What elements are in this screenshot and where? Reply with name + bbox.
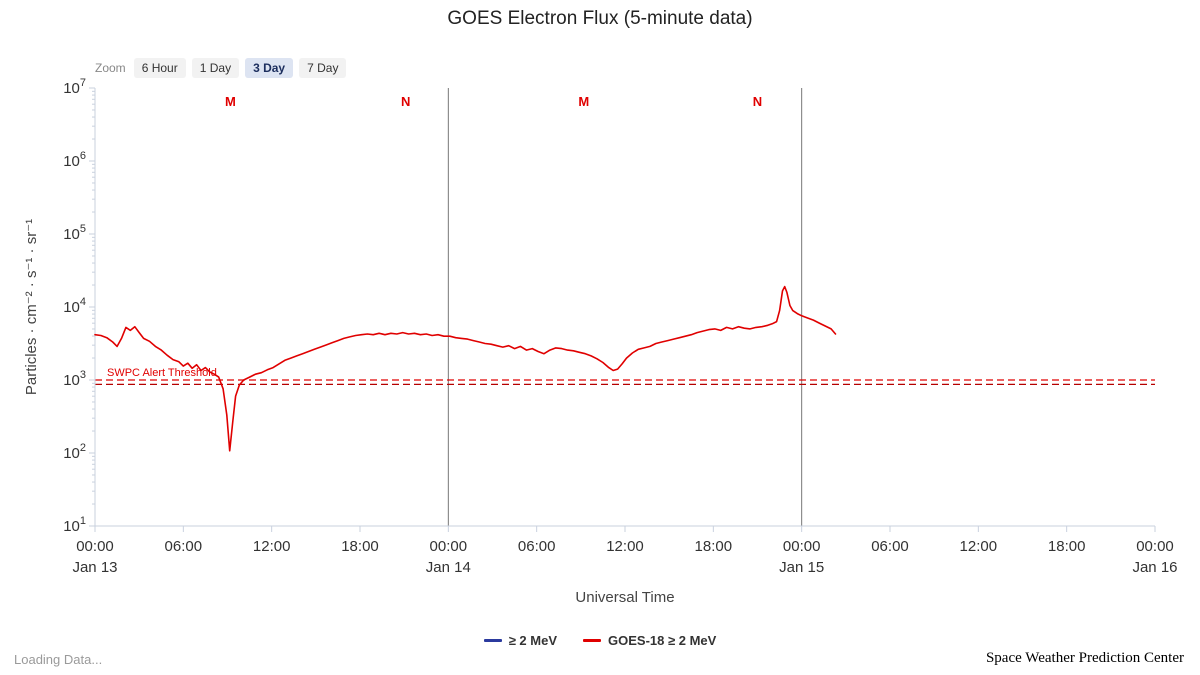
x-axis-day-label: Jan 16 <box>1132 559 1177 576</box>
x-axis-tick-label: 06:00 <box>871 538 909 555</box>
y-axis-tick-label: 104 <box>63 296 86 316</box>
x-axis-tick-label: 18:00 <box>341 538 379 555</box>
zoom-toolbar: Zoom 6 Hour 1 Day 3 Day 7 Day <box>95 58 347 78</box>
alert-threshold-label: SWPC Alert Threshold <box>107 367 217 379</box>
legend-item-goes18-2mev[interactable]: GOES-18 ≥ 2 MeV <box>583 633 716 648</box>
x-axis-tick-label: 12:00 <box>960 538 998 555</box>
y-axis-tick-label: 102 <box>63 442 86 462</box>
x-axis-tick-label: 00:00 <box>76 538 114 555</box>
y-axis-tick-label: 101 <box>63 515 86 535</box>
local-midnight-marker: M <box>578 94 589 109</box>
local-midnight-marker: M <box>225 94 236 109</box>
zoom-3-day-button[interactable]: 3 Day <box>245 58 294 78</box>
x-axis-tick-label: 06:00 <box>165 538 203 555</box>
chart-legend: ≥ 2 MeV GOES-18 ≥ 2 MeV <box>0 633 1200 648</box>
zoom-7-day-button[interactable]: 7 Day <box>299 58 347 78</box>
x-axis-tick-label: 12:00 <box>253 538 291 555</box>
x-axis-tick-label: 18:00 <box>1048 538 1086 555</box>
y-axis-title: Particles · cm⁻² · s⁻¹ · sr⁻¹ <box>23 218 40 396</box>
x-axis-tick-label: 00:00 <box>783 538 821 555</box>
x-axis-tick-label: 00:00 <box>430 538 468 555</box>
y-axis-tick-label: 105 <box>63 223 86 243</box>
legend-swatch-blue <box>483 639 502 642</box>
x-axis-tick-label: 00:00 <box>1136 538 1174 555</box>
x-axis-day-label: Jan 15 <box>779 559 824 576</box>
loading-status-text: Loading Data... <box>14 652 103 667</box>
legend-item-2mev[interactable]: ≥ 2 MeV <box>483 633 558 648</box>
x-axis-day-label: Jan 13 <box>72 559 117 576</box>
y-axis-tick-label: 107 <box>63 77 86 97</box>
legend-label: GOES-18 ≥ 2 MeV <box>608 633 717 648</box>
y-axis-tick-label: 103 <box>63 369 86 389</box>
x-axis-tick-label: 06:00 <box>518 538 556 555</box>
x-axis-day-label: Jan 14 <box>426 559 471 576</box>
series-line-1[interactable] <box>94 285 837 452</box>
local-noon-marker: N <box>401 94 410 109</box>
x-axis-tick-label: 12:00 <box>606 538 644 555</box>
legend-swatch-red <box>583 639 602 642</box>
local-noon-marker: N <box>753 94 762 109</box>
legend-label: ≥ 2 MeV <box>508 633 558 648</box>
x-axis-tick-label: 18:00 <box>695 538 733 555</box>
zoom-1-day-button[interactable]: 1 Day <box>191 58 240 78</box>
x-axis-title: Universal Time <box>575 589 675 606</box>
chart-title: GOES Electron Flux (5-minute data) <box>447 8 753 29</box>
zoom-6-hour-button[interactable]: 6 Hour <box>133 58 186 78</box>
zoom-label: Zoom <box>95 61 126 75</box>
y-axis-tick-label: 106 <box>63 150 86 170</box>
swpc-attribution-text: Space Weather Prediction Center <box>985 650 1184 666</box>
